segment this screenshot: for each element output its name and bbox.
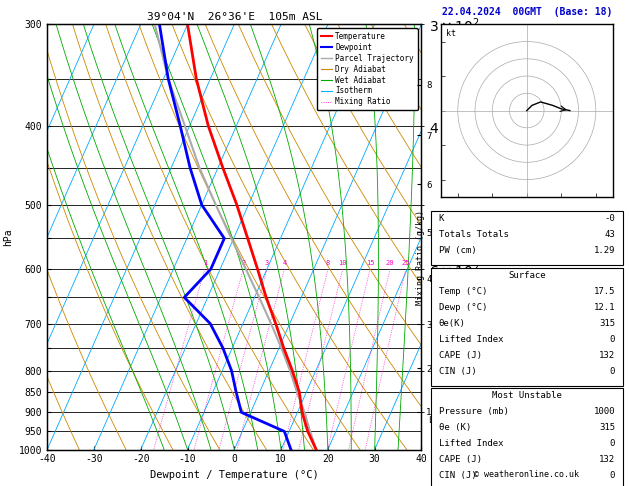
Text: θe (K): θe (K) xyxy=(438,423,470,433)
X-axis label: Dewpoint / Temperature (°C): Dewpoint / Temperature (°C) xyxy=(150,470,319,480)
Text: 0: 0 xyxy=(610,335,615,344)
Text: CAPE (J): CAPE (J) xyxy=(438,455,482,465)
Text: © weatheronline.co.uk: © weatheronline.co.uk xyxy=(474,469,579,479)
Text: 0: 0 xyxy=(610,471,615,481)
Title: 39°04'N  26°36'E  105m ASL: 39°04'N 26°36'E 105m ASL xyxy=(147,12,322,22)
Text: θe(K): θe(K) xyxy=(438,319,465,328)
Bar xyxy=(431,268,623,386)
Text: 315: 315 xyxy=(599,423,615,433)
Text: 4: 4 xyxy=(282,260,286,266)
Text: 2: 2 xyxy=(241,260,245,266)
Text: Surface: Surface xyxy=(508,271,545,280)
Bar xyxy=(431,211,623,265)
Text: LCL: LCL xyxy=(428,416,443,425)
Text: 0: 0 xyxy=(610,367,615,376)
Text: Lifted Index: Lifted Index xyxy=(438,335,503,344)
Text: Lifted Index: Lifted Index xyxy=(438,439,503,449)
Text: kt: kt xyxy=(446,30,455,38)
Text: 1.29: 1.29 xyxy=(594,246,615,256)
Text: 20: 20 xyxy=(386,260,394,266)
Text: 25: 25 xyxy=(401,260,410,266)
Text: 43: 43 xyxy=(604,230,615,240)
Text: Dewp (°C): Dewp (°C) xyxy=(438,303,487,312)
Text: 1000: 1000 xyxy=(594,407,615,417)
Text: CIN (J): CIN (J) xyxy=(438,471,476,481)
Bar xyxy=(431,388,623,486)
Text: 15: 15 xyxy=(366,260,374,266)
Text: 17.5: 17.5 xyxy=(594,287,615,296)
Text: K: K xyxy=(438,214,444,224)
Text: -0: -0 xyxy=(604,214,615,224)
Y-axis label: hPa: hPa xyxy=(3,228,13,246)
Text: 132: 132 xyxy=(599,455,615,465)
Text: 3: 3 xyxy=(265,260,269,266)
Text: Temp (°C): Temp (°C) xyxy=(438,287,487,296)
Text: 10: 10 xyxy=(338,260,347,266)
Y-axis label: km
ASL: km ASL xyxy=(496,226,514,248)
Text: Pressure (mb): Pressure (mb) xyxy=(438,407,508,417)
Text: PW (cm): PW (cm) xyxy=(438,246,476,256)
Text: 315: 315 xyxy=(599,319,615,328)
Text: 132: 132 xyxy=(599,351,615,360)
Text: Most Unstable: Most Unstable xyxy=(492,391,562,400)
Text: Totals Totals: Totals Totals xyxy=(438,230,508,240)
Text: 22.04.2024  00GMT  (Base: 18): 22.04.2024 00GMT (Base: 18) xyxy=(442,7,612,17)
Text: Mixing Ratio (g/kg): Mixing Ratio (g/kg) xyxy=(416,210,425,305)
Text: 12.1: 12.1 xyxy=(594,303,615,312)
Text: CIN (J): CIN (J) xyxy=(438,367,476,376)
Text: 8: 8 xyxy=(326,260,330,266)
Text: 1: 1 xyxy=(203,260,207,266)
Text: CAPE (J): CAPE (J) xyxy=(438,351,482,360)
Text: 0: 0 xyxy=(610,439,615,449)
Legend: Temperature, Dewpoint, Parcel Trajectory, Dry Adiabat, Wet Adiabat, Isotherm, Mi: Temperature, Dewpoint, Parcel Trajectory… xyxy=(317,28,418,110)
